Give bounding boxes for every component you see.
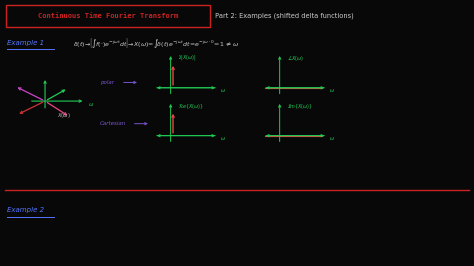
Text: Example 2: Example 2 — [7, 207, 44, 213]
Text: Continuous Time Fourier Transform: Continuous Time Fourier Transform — [38, 13, 178, 19]
Text: $\hat{z}|X(\omega)|$: $\hat{z}|X(\omega)|$ — [178, 53, 196, 63]
Text: $\omega$: $\omega$ — [329, 135, 335, 142]
Text: $\angle X(\omega)$: $\angle X(\omega)$ — [287, 54, 304, 63]
Text: Part 2: Examples (shifted delta functions): Part 2: Examples (shifted delta function… — [213, 13, 354, 19]
Text: polar: polar — [100, 80, 114, 85]
Text: $\omega$: $\omega$ — [220, 135, 226, 142]
Bar — [6, 5, 210, 27]
Text: $\omega$: $\omega$ — [329, 88, 335, 94]
Text: $\delta(t)\!\rightarrow\!\left[\int\! f(\cdot)e^{-j\omega t}dt\right]\!\rightarr: $\delta(t)\!\rightarrow\!\left[\int\! f(… — [73, 36, 240, 50]
Text: $\mathcal{R}e\{X(\omega)\}$: $\mathcal{R}e\{X(\omega)\}$ — [178, 102, 204, 111]
Text: $\omega$: $\omega$ — [88, 101, 94, 108]
Text: Cartesian: Cartesian — [100, 121, 126, 126]
Text: Example 1: Example 1 — [7, 40, 44, 45]
Text: $\omega$: $\omega$ — [220, 88, 226, 94]
Text: $\mathcal{I}m\{X(\omega)\}$: $\mathcal{I}m\{X(\omega)\}$ — [287, 102, 313, 111]
Text: $X(\omega)$: $X(\omega)$ — [57, 111, 71, 120]
